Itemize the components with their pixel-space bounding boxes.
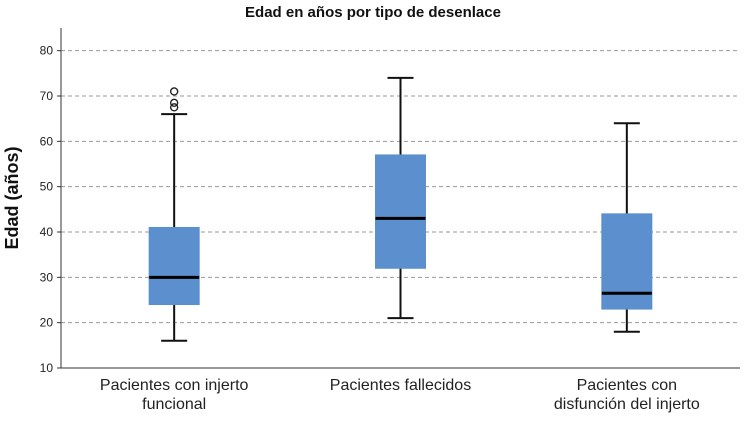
box-iqr: [601, 213, 653, 310]
box-iqr: [148, 226, 200, 306]
x-category-label: Pacientes fallecidos: [330, 377, 471, 394]
y-tick-label: 20: [40, 316, 54, 330]
y-tick-label: 80: [40, 44, 54, 58]
y-tick-label: 50: [40, 180, 54, 194]
chart-title: Edad en años por tipo de desenlace: [245, 4, 501, 21]
y-tick-label: 60: [40, 134, 54, 148]
y-tick-label: 10: [40, 361, 54, 375]
y-axis-label: Edad (años): [2, 146, 22, 249]
outlier-point: [169, 98, 179, 108]
outlier-point: [169, 87, 179, 96]
x-category-label: disfunción del injerto: [554, 396, 700, 413]
x-category-label: Pacientes con: [577, 377, 678, 394]
box-iqr: [375, 154, 426, 269]
outlier-point: [169, 103, 179, 112]
x-category-label: Pacientes con injerto: [100, 377, 249, 394]
y-tick-label: 40: [40, 225, 54, 239]
y-tick-label: 30: [40, 270, 54, 284]
y-tick-label: 70: [40, 89, 54, 103]
x-category-label: funcional: [142, 396, 206, 413]
